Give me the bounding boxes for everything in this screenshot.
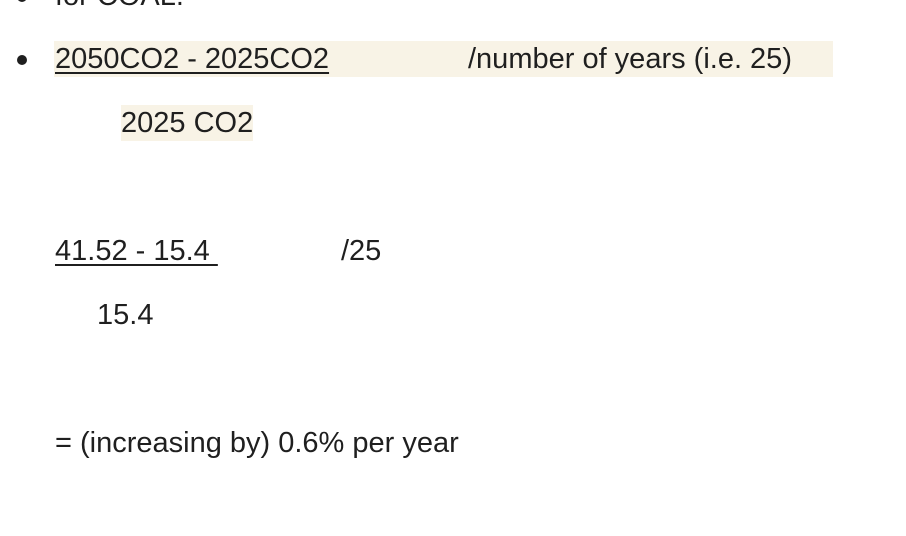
formula-denominator: 2025 CO2 [121, 105, 254, 141]
calc-denominator: 15.4 [97, 299, 154, 331]
bullet [17, 55, 27, 65]
formula-divisor: /number of years (i.e. 25) [468, 43, 792, 75]
formula-numerator: 2050CO2 - 2025CO2 [55, 43, 330, 75]
text: for COAL. [55, 0, 184, 14]
calc-divisor: /25 [341, 235, 382, 267]
calc-numerator: 41.52 - 15.4 [55, 235, 218, 267]
highlight [54, 41, 833, 77]
result: = (increasing by) 0.6% per year [55, 427, 459, 459]
bullet [17, 0, 27, 2]
